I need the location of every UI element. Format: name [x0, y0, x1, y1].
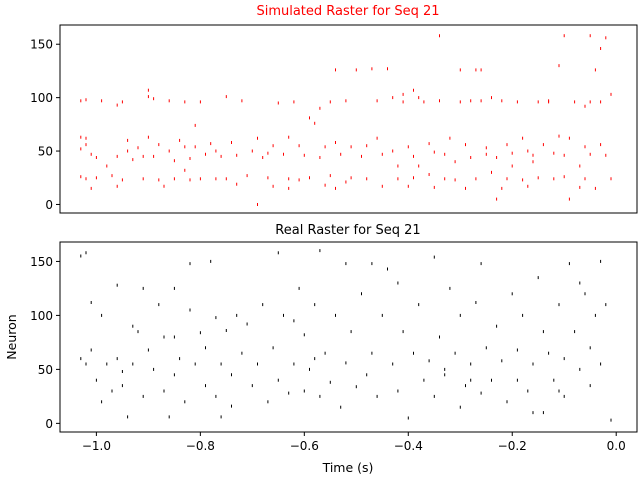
simulated-spikes [80, 34, 612, 206]
x-tick-label: −0.2 [498, 439, 527, 453]
y-tick-label: 50 [38, 363, 53, 377]
real-x-ticks: −1.0 −0.8 −0.6 −0.4 −0.2 0.0 [82, 432, 626, 453]
x-tick-label: −0.8 [186, 439, 215, 453]
x-tick-label: 0.0 [607, 439, 626, 453]
y-axis-label: Neuron [4, 314, 19, 359]
y-tick-label: 0 [45, 417, 53, 431]
y-tick-label: 100 [30, 91, 53, 105]
real-axes-frame [59, 241, 638, 433]
y-tick-label: 0 [45, 198, 53, 212]
y-tick-label: 50 [38, 145, 53, 159]
simulated-axes-frame [59, 24, 638, 214]
y-tick-label: 150 [30, 255, 53, 269]
simulated-raster-panel: Simulated Raster for Seq 21 0 50 100 150 [30, 4, 638, 214]
x-tick-label: −0.6 [290, 439, 319, 453]
y-tick-label: 100 [30, 309, 53, 323]
real-spikes [80, 249, 612, 422]
real-raster-panel: Real Raster for Seq 21 0 50 100 150 −1.0 −0.… [4, 223, 638, 475]
simulated-raster-title: Simulated Raster for Seq 21 [256, 4, 439, 19]
real-y-ticks: 0 50 100 150 [30, 255, 60, 431]
x-tick-label: −1.0 [82, 439, 111, 453]
x-tick-label: −0.4 [394, 439, 423, 453]
real-raster-title: Real Raster for Seq 21 [275, 223, 420, 238]
simulated-y-ticks: 0 50 100 150 [30, 38, 60, 212]
y-tick-label: 150 [30, 38, 53, 52]
x-axis-label: Time (s) [322, 460, 374, 475]
